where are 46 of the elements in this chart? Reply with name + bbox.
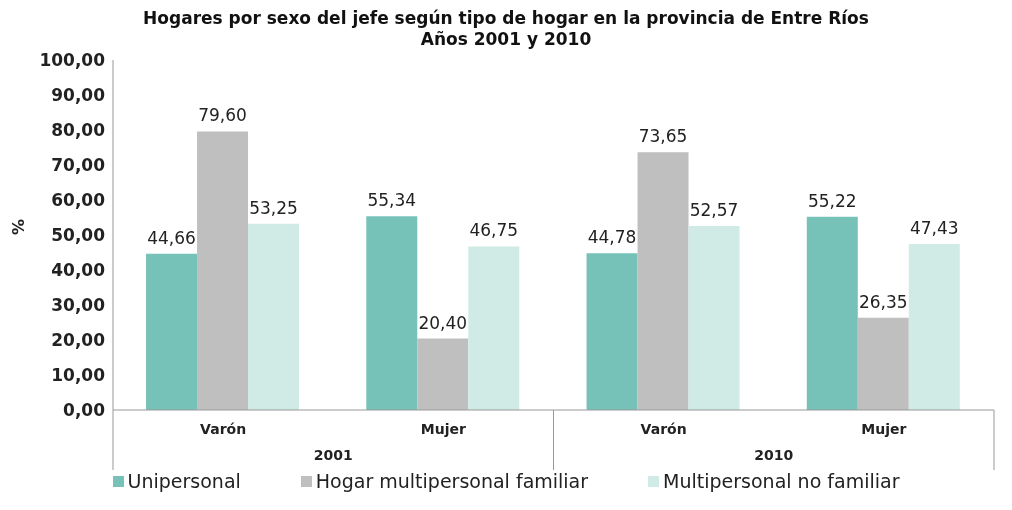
legend-label: Unipersonal	[127, 470, 241, 492]
bar	[806, 216, 858, 410]
bar	[908, 244, 960, 410]
bar	[857, 317, 909, 410]
y-tick-label: 30,00	[51, 295, 106, 316]
y-axis-title: %	[8, 218, 28, 235]
data-label: 73,65	[638, 126, 688, 147]
data-label: 79,60	[198, 105, 247, 126]
y-tick-label: 100,00	[39, 50, 106, 71]
bar	[146, 253, 198, 410]
data-label: 26,35	[858, 291, 908, 312]
y-tick-label: 60,00	[51, 190, 106, 211]
data-label: 44,78	[587, 227, 637, 248]
legend-label: Hogar multipersonal familiar	[315, 470, 589, 492]
y-tick-label: 70,00	[51, 155, 106, 176]
y-tick-label: 0,00	[63, 400, 106, 421]
text: 2001	[313, 447, 353, 463]
bar	[197, 131, 249, 410]
bar	[248, 223, 300, 410]
bar	[637, 152, 689, 410]
data-label: 47,43	[909, 217, 959, 238]
x-tick-label: Mujer	[861, 420, 907, 437]
y-tick-label: 80,00	[51, 120, 106, 141]
bar	[417, 338, 469, 410]
data-label: 55,22	[807, 190, 857, 211]
bar	[586, 253, 638, 410]
data-label: 53,25	[249, 197, 298, 218]
data-label: 46,75	[469, 220, 519, 241]
data-label: 52,57	[689, 200, 739, 221]
bar	[688, 226, 740, 410]
y-tick-label: 90,00	[51, 85, 106, 106]
x-tick-label: Mujer	[420, 420, 467, 437]
y-tick-label: 40,00	[51, 260, 106, 281]
y-tick-label: 20,00	[51, 330, 106, 351]
x-tick-label: Varón	[640, 420, 687, 437]
bar	[468, 246, 520, 410]
y-tick-label: 10,00	[51, 365, 106, 386]
y-tick-label: 50,00	[51, 225, 106, 246]
data-label: 55,34	[367, 190, 417, 211]
text: 2010	[754, 447, 794, 463]
legend-label: Multipersonal no familiar	[663, 470, 900, 492]
data-label: 44,66	[147, 227, 196, 248]
x-tick-label: Varón	[200, 420, 247, 437]
data-label: 20,40	[418, 312, 468, 333]
bar	[366, 216, 418, 410]
chart-title: Hogares por sexo del jefe según tipo de hogar en la provincia de Entre Ríos Años 2001 y 2010	[142, 8, 870, 50]
